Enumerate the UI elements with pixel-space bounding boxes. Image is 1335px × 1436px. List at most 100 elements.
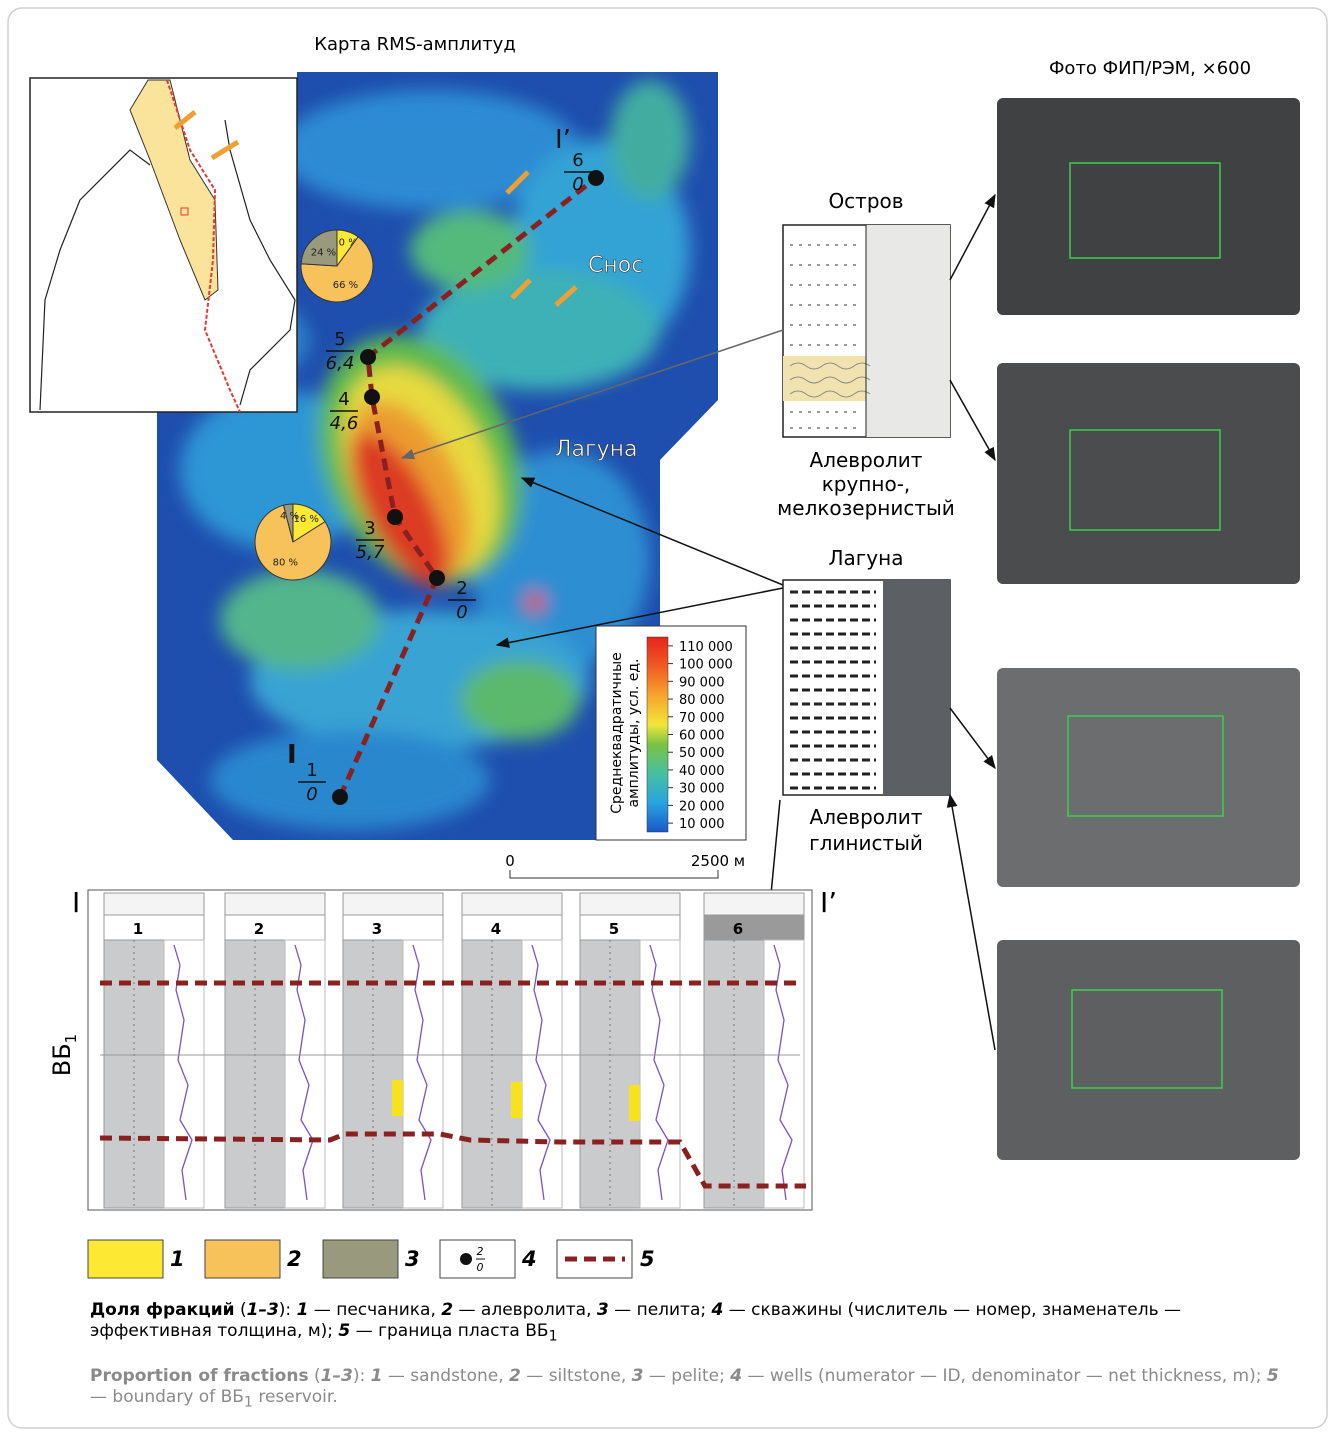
legend-label: 3	[405, 1247, 420, 1271]
caption-run: 5	[1267, 1366, 1279, 1386]
colorbar-tick-label: 100 000	[679, 658, 733, 673]
lagoon-title: Лагуна	[829, 546, 904, 570]
well	[387, 509, 403, 525]
island-caption: Алевролит	[810, 448, 923, 472]
well-number: 4	[491, 920, 501, 938]
pie-label: 80 %	[273, 557, 298, 568]
colorbar-tick-label: 30 000	[679, 782, 725, 797]
caption-run: 3	[597, 1300, 609, 1320]
caption-run: — пелита;	[609, 1300, 712, 1320]
well-number-box	[104, 915, 204, 940]
log-header	[462, 893, 562, 915]
photos-title: Фото ФИП/РЭМ, ×600	[1049, 58, 1251, 79]
caption-run: — песчаника,	[308, 1300, 441, 1320]
well-id: 3	[364, 518, 375, 539]
caption-run: — pelite;	[643, 1366, 730, 1386]
caption-run: 5	[338, 1321, 350, 1341]
caption-run: — siltstone,	[521, 1366, 632, 1386]
colorbar-tick-label: 90 000	[679, 675, 725, 690]
sand-interval	[629, 1085, 640, 1121]
well-number: 2	[254, 920, 264, 938]
well-thickness: 4,6	[330, 413, 359, 434]
caption-run: ):	[353, 1366, 371, 1386]
caption-run: 2	[441, 1300, 453, 1320]
caption-run: 4	[730, 1366, 742, 1386]
log-header	[225, 893, 325, 915]
well-number-box	[462, 915, 562, 940]
well-number: 1	[133, 920, 143, 938]
colorbar-tick-label: 10 000	[679, 817, 725, 832]
legend-well-number: 2	[477, 1245, 484, 1258]
well-id: 5	[334, 329, 345, 350]
well-id: 4	[338, 389, 349, 410]
lagoon-column	[783, 580, 950, 795]
caption-run: (	[235, 1300, 247, 1320]
label-lagoon: Лагуна	[555, 437, 637, 462]
caption-run: 2	[509, 1366, 521, 1386]
log-header	[704, 893, 804, 915]
well-thickness: 6,4	[326, 353, 355, 374]
caption-en: Proportion of fractions (1–3): 1 — sands…	[90, 1366, 1290, 1413]
log-header	[104, 893, 204, 915]
pie-label: 4 %	[280, 511, 299, 522]
legend-label: 5	[640, 1247, 655, 1271]
caption-run: 4	[712, 1300, 724, 1320]
colorbar-tick-label: 20 000	[679, 799, 725, 814]
caption-run: — boundary of ВБ	[90, 1387, 244, 1407]
pie-label: 66 %	[333, 280, 358, 291]
colorbar-tick-label: 40 000	[679, 764, 725, 779]
caption-run: ):	[279, 1300, 297, 1320]
island-title: Остров	[828, 189, 903, 213]
scale-start: 0	[505, 852, 515, 870]
sand-interval	[511, 1082, 522, 1118]
well-id: 1	[306, 760, 317, 781]
island-caption: мелкозернистый	[777, 496, 955, 520]
figure: Карта RMS-амплитуд I’ I Снос Лагуна 1020…	[0, 0, 1335, 1436]
well	[364, 389, 380, 405]
layer-sub: 1	[62, 1034, 80, 1044]
well-id: 2	[456, 578, 467, 599]
legend-well-thickness: 0	[477, 1261, 484, 1274]
inset-map	[30, 78, 297, 412]
lagoon-caption: Алевролит	[810, 805, 923, 829]
caption-run: 3	[632, 1366, 644, 1386]
colorbar-tick-label: 110 000	[679, 640, 733, 655]
well-number-box	[580, 915, 680, 940]
caption-run: 1	[549, 1328, 558, 1344]
caption-run: 1	[371, 1366, 383, 1386]
caption-run: (	[309, 1366, 321, 1386]
caption-run: — wells (numerator — ID, denominator — n…	[742, 1366, 1267, 1386]
legend-label: 4	[521, 1247, 537, 1271]
well-thickness: 5,7	[356, 542, 385, 563]
well-number-box	[343, 915, 443, 940]
caption-run: Доля фракций	[90, 1300, 235, 1320]
legend-label: 1	[170, 1247, 185, 1271]
well-thickness: 0	[572, 174, 583, 195]
caption-run: Proportion of fractions	[90, 1366, 309, 1386]
well	[429, 570, 445, 586]
caption-run: — алевролита,	[453, 1300, 597, 1320]
colorbar-title-1: Среднеквадратичные	[609, 652, 625, 814]
well	[332, 789, 348, 805]
caption-ru: Доля фракций (1–3): 1 — песчаника, 2 — а…	[90, 1300, 1290, 1347]
colorbar-tick-label: 60 000	[679, 729, 725, 744]
log-header	[580, 893, 680, 915]
well-thickness: 0	[456, 602, 467, 623]
colorbar-title-2: амплитуды, усл. ед.	[626, 659, 642, 808]
section-start-label: I	[287, 740, 297, 770]
caption-run: 1	[297, 1300, 309, 1320]
log-header	[343, 893, 443, 915]
figure-graphics: Карта RMS-амплитуд I’ I Снос Лагуна 1020…	[0, 0, 1335, 1436]
layer-name: ВБ	[48, 1043, 76, 1076]
well-thickness: 0	[306, 784, 317, 805]
legend-label: 2	[287, 1247, 302, 1271]
section-end: I’	[820, 886, 837, 919]
colorbar-tick-label: 50 000	[679, 746, 725, 761]
caption-run: — граница пласта ВБ	[350, 1321, 548, 1341]
lagoon-caption: глинистый	[809, 831, 923, 855]
well-number: 6	[733, 920, 743, 938]
caption-run: 1–3	[321, 1366, 353, 1386]
well-id: 6	[572, 150, 583, 171]
caption-run: — sandstone,	[382, 1366, 509, 1386]
